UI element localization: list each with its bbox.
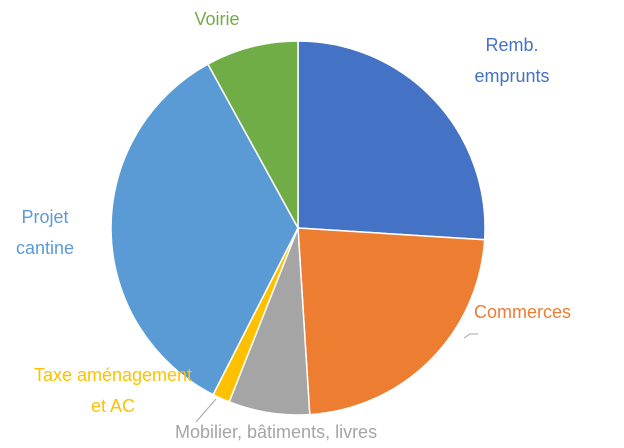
leader-line [463, 333, 478, 339]
pie-slice [297, 40, 486, 241]
slice-label: Remb. emprunts [474, 35, 550, 86]
pie-slice [110, 63, 299, 396]
pie-slice [206, 40, 299, 229]
slice-label: Projet cantine [15, 207, 75, 258]
slice-label: Voirie [194, 9, 240, 29]
slice-label: Taxe aménagement et AC [33, 365, 193, 416]
slice-label: Mobilier, bâtiments, livres [175, 422, 378, 442]
pie-slice [297, 227, 486, 416]
leader-line [195, 398, 217, 423]
slice-label: Commerces [474, 302, 572, 322]
